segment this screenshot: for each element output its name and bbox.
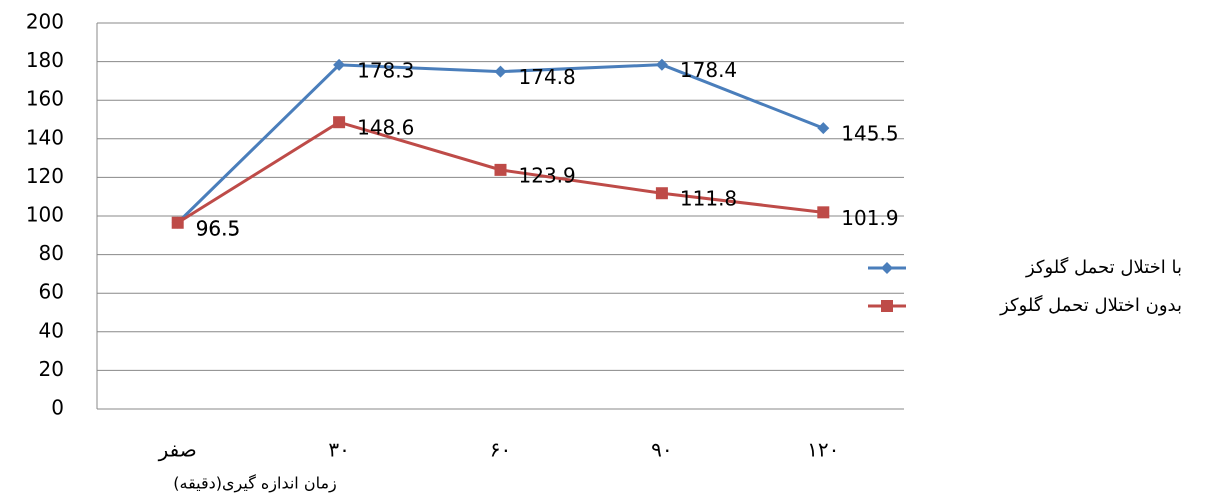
data-label: 174.8 — [519, 65, 576, 89]
data-label: 178.4 — [680, 58, 737, 82]
y-tick-label: 200 — [26, 10, 64, 34]
y-tick-label: 180 — [26, 48, 64, 72]
legend-marker — [881, 300, 893, 312]
data-point — [655, 187, 668, 200]
data-label: 123.9 — [519, 163, 576, 187]
data-point — [817, 206, 830, 219]
legend-label: بدون اختلال تحمل گلوکز — [999, 294, 1182, 316]
x-tick-label: ۶۰ — [490, 438, 511, 462]
data-point — [655, 58, 668, 71]
data-label: 178.3 — [357, 58, 414, 82]
legend-marker — [881, 262, 893, 274]
data-point — [494, 163, 507, 176]
data-point — [171, 216, 184, 229]
data-point — [333, 116, 346, 129]
data-label: 148.6 — [357, 116, 414, 140]
x-tick-label: ۳۰ — [328, 438, 349, 462]
y-tick-label: 40 — [39, 318, 64, 342]
data-label: 145.5 — [841, 122, 898, 146]
x-tick-label: ۱۲۰ — [807, 438, 839, 462]
y-tick-label: 60 — [39, 280, 64, 304]
y-tick-label: 80 — [39, 241, 64, 265]
data-point — [333, 58, 346, 71]
y-tick-label: 120 — [26, 164, 64, 188]
y-tick-label: 0 — [51, 396, 64, 420]
data-point — [494, 65, 507, 78]
x-tick-label: صفر — [158, 438, 197, 462]
x-tick-label: ۹۰ — [651, 438, 672, 462]
data-label: 96.5 — [196, 216, 241, 240]
x-axis-title: زمان اندازه گیری(دقیقه) — [173, 474, 337, 494]
data-point — [817, 122, 830, 135]
y-tick-label: 100 — [26, 203, 64, 227]
y-tick-label: 160 — [26, 87, 64, 111]
data-label: 111.8 — [680, 187, 737, 211]
legend-label: با اختلال تحمل گلوکز — [1025, 256, 1182, 278]
y-tick-label: 140 — [26, 125, 64, 149]
data-label: 96.5 — [196, 216, 241, 240]
data-label: 101.9 — [841, 206, 898, 230]
y-tick-label: 20 — [39, 357, 64, 381]
